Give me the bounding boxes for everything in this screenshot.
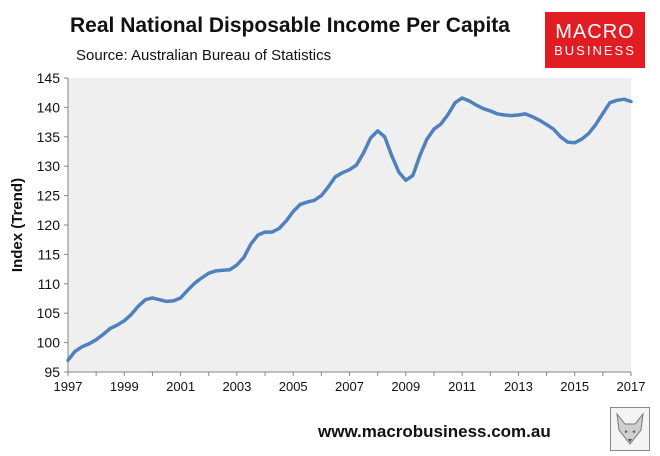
x-tick-label: 2007: [335, 379, 364, 394]
x-tick-label: 2009: [391, 379, 420, 394]
x-tick-label: 2003: [222, 379, 251, 394]
y-tick-label: 100: [37, 335, 61, 351]
y-tick-labels: 95 100 105 110 115 120 125 130 135 140 145: [37, 70, 61, 380]
y-tick-label: 105: [37, 305, 61, 321]
chart-subtitle: Source: Australian Bureau of Statistics: [76, 47, 332, 64]
x-tick-label: 1997: [54, 379, 83, 394]
website-url: www.macrobusiness.com.au: [318, 422, 551, 441]
plot-area: [68, 78, 631, 372]
y-tick-label: 115: [38, 246, 61, 262]
x-tick-label: 1999: [110, 379, 139, 394]
y-tick-label: 95: [44, 364, 60, 380]
x-tick-label: 2017: [617, 379, 646, 394]
y-tick-label: 120: [37, 217, 61, 233]
chart-title: Real National Disposable Income Per Capi…: [70, 14, 510, 37]
series-line-income: [66, 96, 633, 362]
x-tick-label: 2001: [166, 379, 195, 394]
x-tick-label: 2015: [560, 379, 589, 394]
axes: [64, 77, 632, 376]
y-tick-label: 140: [37, 99, 61, 115]
logo-line-1: MACRO: [555, 21, 635, 43]
x-tick-label: 2005: [279, 379, 308, 394]
x-tick-label: 2011: [448, 379, 476, 394]
y-tick-label: 110: [38, 276, 61, 292]
y-tick-label: 135: [37, 129, 61, 145]
y-tick-label: 145: [37, 70, 61, 86]
y-axis-label: Index (Trend): [9, 178, 26, 272]
macrobusiness-logo: MACRO BUSINESS: [545, 12, 645, 68]
fox-logo-icon: [610, 407, 650, 451]
x-tick-labels: 1997 1999 2001 2003 2005 2007 2009 2011 2013 2015…: [54, 379, 646, 394]
x-tick-label: 2013: [504, 379, 533, 394]
logo-line-2: BUSINESS: [554, 43, 636, 58]
y-tick-label: 130: [37, 158, 61, 174]
y-tick-label: 125: [37, 188, 61, 204]
